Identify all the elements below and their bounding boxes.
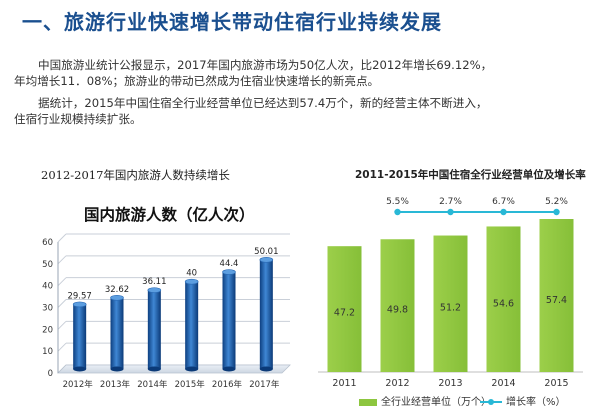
tourism-floor	[57, 364, 291, 374]
lodging-chart: 47.2 2011 49.8 2012 51.2 2013 54.6 2014 57.4 2015…	[318, 197, 583, 389]
tourism-bar-top	[72, 301, 87, 308]
tourism-x-tick: 2014年	[137, 379, 168, 390]
tourism-x-tick: 2017年	[249, 379, 280, 390]
lodging-value-label: 51.2	[440, 303, 461, 314]
tourism-y-tick: 0	[48, 369, 53, 379]
lodging-bar	[433, 235, 468, 372]
growth-point	[553, 208, 560, 216]
tourism-bar-base	[73, 366, 87, 372]
growth-value-label: 5.2%	[545, 197, 568, 207]
intro-paragraph-1-line-1: 中国旅游业统计公报显示，2017年国内旅游市场为50亿人次，比2012年增长69…	[38, 58, 493, 72]
tourism-bar	[147, 290, 161, 369]
growth-value-label: 2.7%	[439, 197, 462, 207]
tourism-bar-top	[110, 294, 124, 301]
lodging-bar	[539, 219, 574, 372]
tourism-y-tick: 20	[42, 325, 53, 335]
tourism-value-label: 50.01	[254, 247, 278, 257]
tourism-value-label: 40	[186, 269, 197, 279]
intro-paragraph-1: 中国旅游业统计公报显示，2017年国内旅游市场为50亿人次，比2012年增长69…	[14, 57, 586, 89]
legend-growth: 增长率（%）	[480, 393, 566, 408]
tourism-bar	[110, 297, 124, 369]
lodging-x-tick: 2015	[544, 378, 568, 389]
legend-bar-swatch	[359, 398, 377, 406]
growth-point	[447, 208, 454, 216]
lodging-x-tick: 2013	[438, 378, 462, 389]
lodging-value-label: 57.4	[546, 295, 567, 306]
tourism-bar-base	[222, 366, 236, 372]
tourism-chart: 0 10 20 30 40 50 60 29.57 2012年 32.62 2013年 36.11 20…	[42, 233, 291, 390]
tourism-y-tick: 60	[42, 238, 53, 248]
tourism-x-tick: 2012年	[63, 379, 94, 390]
lodging-value-label: 47.2	[334, 307, 355, 318]
growth-point	[500, 208, 507, 216]
tourism-gridline-side	[57, 233, 67, 243]
tourism-y-tick: 30	[42, 304, 53, 314]
tourism-value-label: 36.11	[142, 277, 166, 287]
tourism-value-label: 32.62	[105, 285, 129, 295]
tourism-gridline-side	[57, 320, 67, 330]
page-title: 一、旅游行业快速增长带动住宿行业持续发展	[22, 10, 442, 34]
tourism-bar-base	[185, 366, 199, 372]
lodging-bar	[327, 246, 362, 372]
tourism-x-tick: 2016年	[212, 379, 243, 390]
lodging-value-label: 54.6	[493, 299, 514, 310]
growth-point	[394, 208, 401, 216]
tourism-bar-top	[184, 278, 199, 285]
tourism-gridline-side	[57, 255, 67, 265]
lodging-chart-heading: 2011-2015年中国住宿全行业经营单位及增长率	[355, 169, 586, 181]
lodging-bar	[380, 239, 415, 372]
intro-paragraph-2-line-2: 住宿行业规模持续扩张。	[14, 112, 142, 126]
tourism-chart-heading: 2012-2017年国内旅游人数持续增长	[41, 168, 230, 182]
tourism-bar	[73, 304, 87, 369]
legend-growth-label: 增长率（%）	[506, 397, 566, 408]
lodging-bar	[486, 226, 521, 372]
tourism-bar-top	[222, 269, 236, 275]
tourism-x-tick: 2015年	[175, 379, 206, 390]
intro-paragraph-2: 据统计，2015年中国住宿全行业经营单位已经达到57.4万个，新的经营主体不断进…	[14, 95, 586, 127]
tourism-y-tick: 50	[42, 260, 53, 270]
growth-value-label: 6.7%	[492, 197, 515, 207]
tourism-value-label: 44.4	[220, 259, 239, 269]
tourism-gridline-side	[57, 342, 67, 352]
intro-paragraph-1-line-2: 年均增长11．08%；旅游业的带动已然成为住宿业快速增长的新亮点。	[14, 74, 380, 88]
legend-units: 全行业经营单位（万个）	[359, 393, 491, 408]
lodging-x-tick: 2014	[491, 378, 515, 389]
tourism-gridline-side	[57, 277, 67, 287]
tourism-bar-top	[259, 257, 274, 263]
tourism-value-label: 29.57	[67, 291, 91, 301]
legend-units-label: 全行业经营单位（万个）	[381, 397, 491, 408]
tourism-bar	[185, 281, 199, 369]
tourism-y-tick: 10	[42, 347, 53, 357]
tourism-chart-title: 国内旅游人数（亿人次）	[84, 205, 255, 224]
tourism-gridline-side	[57, 299, 67, 308]
tourism-bar-base	[147, 366, 161, 372]
tourism-bar-top	[147, 287, 162, 293]
lodging-value-label: 49.8	[387, 304, 408, 315]
tourism-x-tick: 2013年	[100, 379, 131, 390]
growth-value-label: 5.5%	[386, 197, 409, 207]
lodging-x-tick: 2012	[385, 378, 409, 389]
tourism-bar	[259, 259, 273, 369]
tourism-bar-base	[110, 366, 124, 372]
legend-line-swatch	[480, 399, 502, 405]
tourism-bar-base	[259, 366, 273, 372]
tourism-y-tick: 40	[42, 282, 53, 292]
lodging-x-tick: 2011	[332, 378, 356, 389]
intro-paragraph-2-line-1: 据统计，2015年中国住宿全行业经营单位已经达到57.4万个，新的经营主体不断进…	[38, 96, 488, 110]
tourism-bar	[222, 272, 236, 369]
